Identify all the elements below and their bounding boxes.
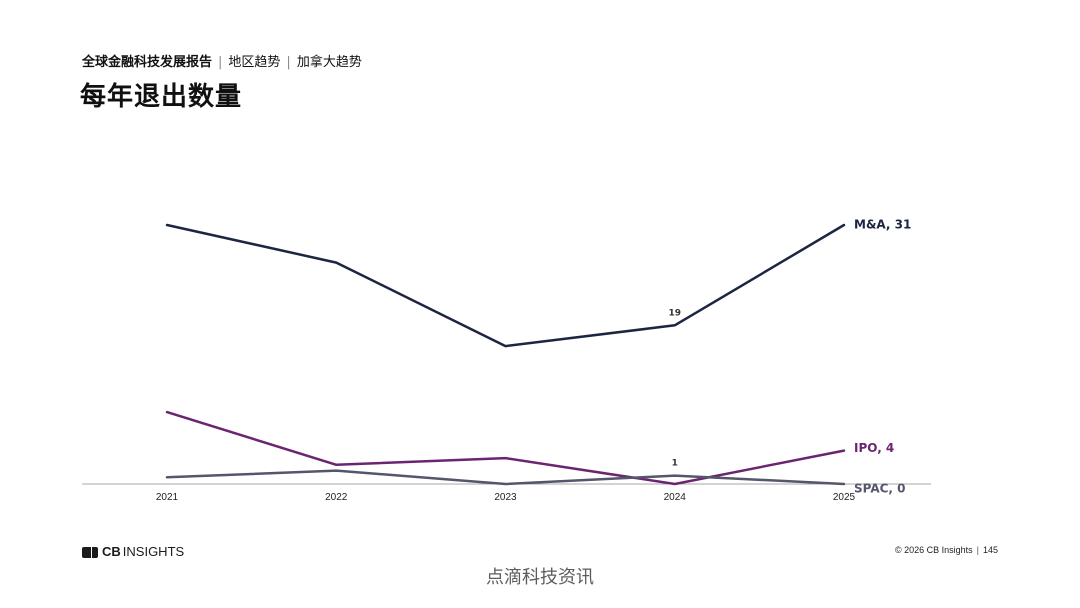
x-tick-label-2023: 2023 — [494, 492, 517, 503]
x-tick-label-2021: 2021 — [156, 492, 179, 503]
cb-insights-logo: CB INSIGHTS — [82, 544, 184, 560]
series-line-ipo — [165, 410, 846, 486]
watermark-text: 点滴科技资讯 — [486, 567, 594, 588]
footer-copyright: © 2026 CB Insights | 145 — [895, 544, 998, 556]
x-tick-label-2024: 2024 — [664, 492, 687, 503]
footer-separator: | — [976, 545, 979, 555]
series-line-spac — [165, 469, 846, 486]
logo-text-main: CB — [102, 544, 121, 559]
breadcrumb-separator: | — [286, 55, 291, 70]
copyright-text: © 2026 CB Insights — [894, 545, 973, 555]
data-label-spac-2024: 1 — [672, 459, 678, 469]
series-line-maa — [165, 223, 846, 348]
logo-text-sub: INSIGHTS — [122, 544, 185, 559]
page-title: 每年退出数量 — [80, 82, 243, 112]
breadcrumb-separator: | — [218, 55, 223, 70]
breadcrumb-section-2: 加拿大趋势 — [296, 55, 362, 70]
x-tick-label-2022: 2022 — [325, 492, 348, 503]
breadcrumb: 全球金融科技发展报告 | 地区趋势 | 加拿大趋势 — [82, 54, 362, 72]
series-label-spac: SPAC, 0 — [854, 482, 906, 496]
x-tick-label-2025: 2025 — [833, 492, 856, 503]
data-label-maa-2024: 19 — [668, 308, 681, 318]
series-label-ipo: IPO, 4 — [854, 441, 894, 455]
cb-logo-icon — [82, 546, 98, 558]
breadcrumb-section-1: 地区趋势 — [228, 55, 281, 70]
breadcrumb-report-title: 全球金融科技发展报告 — [82, 55, 213, 70]
page-number: 145 — [982, 545, 998, 555]
series-label-maa: M&A, 31 — [854, 218, 911, 232]
